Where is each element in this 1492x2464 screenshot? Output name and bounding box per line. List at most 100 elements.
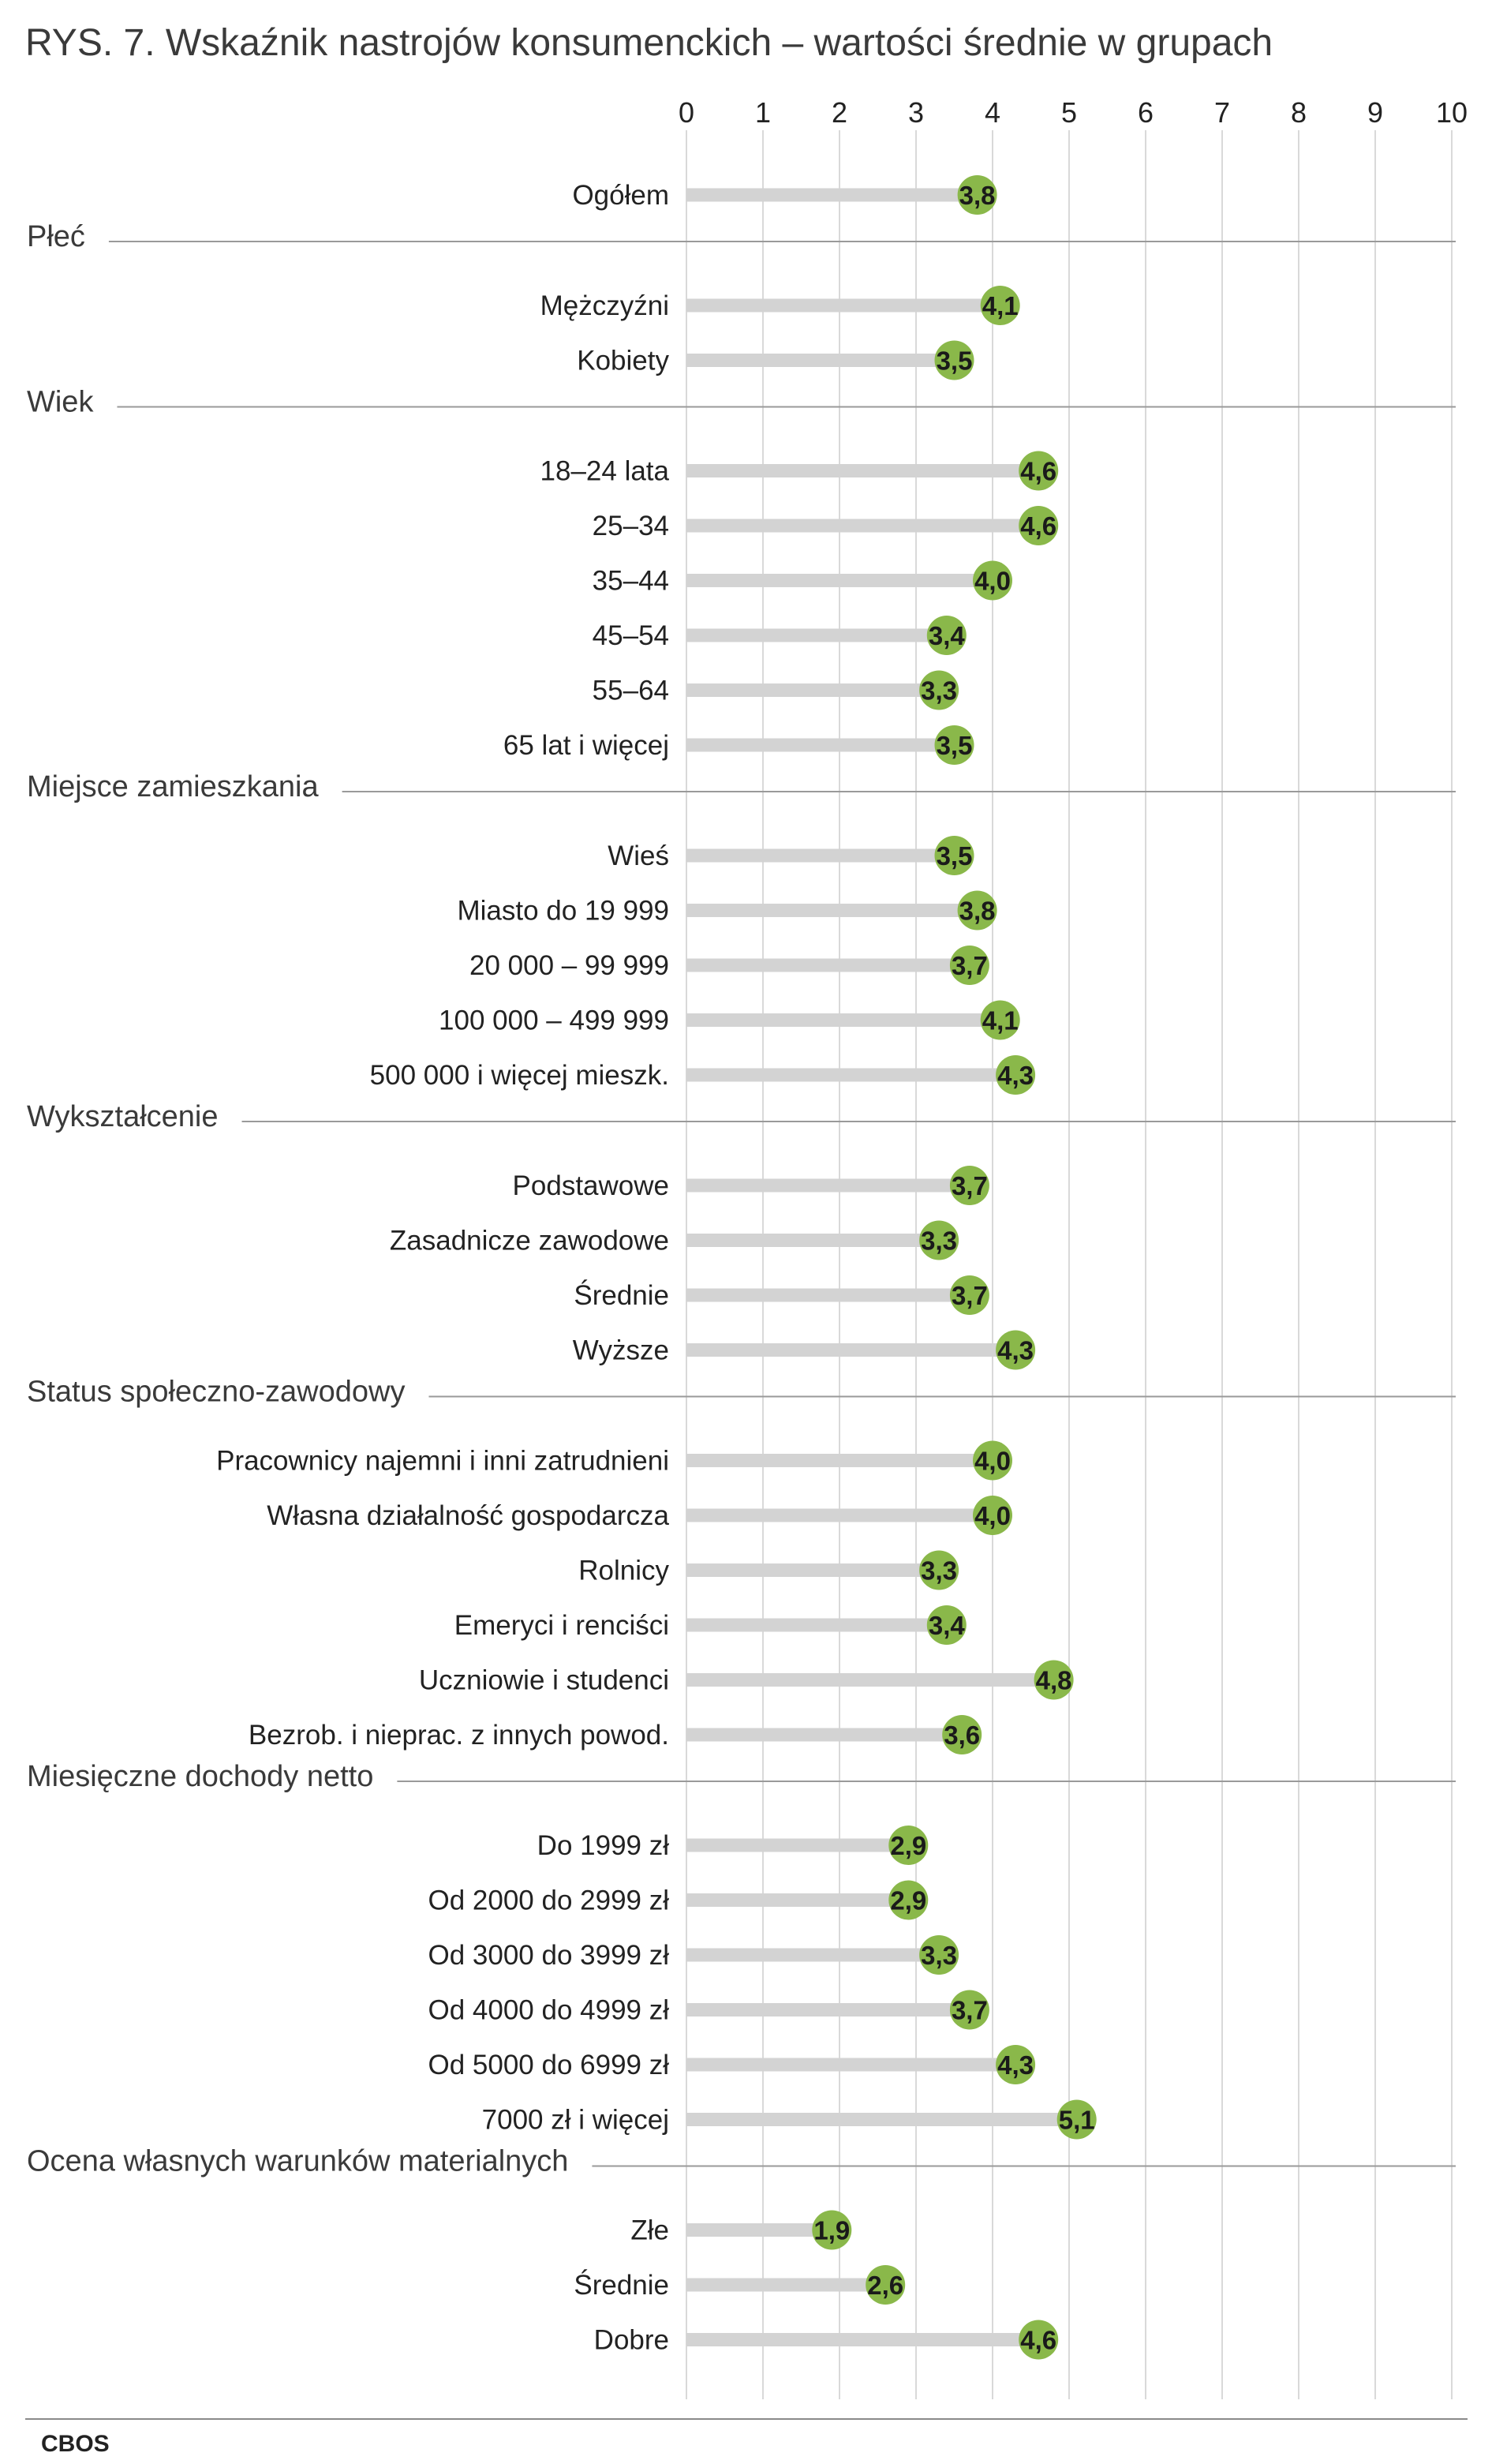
value-marker	[973, 560, 1012, 601]
data-row: 20 000 – 99 999 3,7	[469, 946, 989, 985]
value-marker	[888, 1826, 929, 1865]
group-label: Wykształcenie	[27, 1100, 219, 1133]
row-label: 20 000 – 99 999	[469, 950, 669, 981]
data-label: 4,1	[982, 291, 1019, 320]
value-marker	[949, 1990, 989, 2030]
bar-track	[686, 2058, 1016, 2072]
row-label: Średnie	[574, 1279, 669, 1311]
source-label: CBOS	[41, 2431, 110, 2457]
value-marker	[980, 286, 1020, 325]
value-marker	[957, 890, 997, 931]
value-marker	[1019, 506, 1059, 545]
data-row: 7000 zł i więcej 5,1	[482, 2099, 1097, 2140]
data-row: Wyższe 4,3	[573, 1330, 1036, 1370]
row-label: Podstawowe	[513, 1170, 669, 1201]
data-label: 3,8	[959, 897, 996, 926]
value-marker	[949, 946, 989, 985]
bar-track	[686, 1454, 993, 1467]
x-tick-label: 6	[1138, 96, 1154, 129]
group-label: Ocena własnych warunków materialnych	[27, 2145, 568, 2178]
x-tick-label: 9	[1367, 96, 1383, 129]
row-label: Pracownicy najemni i inni zatrudnieni	[216, 1446, 669, 1477]
bar-track	[686, 1948, 940, 1962]
x-tick-label: 3	[908, 96, 924, 129]
group-label: Status społeczno-zawodowy	[27, 1376, 405, 1409]
value-marker	[919, 1935, 959, 1975]
value-marker	[1019, 2320, 1059, 2360]
row-label: 25–34	[593, 511, 669, 541]
row-label: 65 lat i więcej	[503, 730, 669, 761]
bar-track	[686, 738, 955, 752]
value-marker	[973, 1440, 1012, 1481]
bar-track	[686, 628, 947, 642]
data-label: 4,1	[982, 1006, 1019, 1035]
row-label: 18–24 lata	[540, 456, 670, 487]
bar-track	[686, 2278, 886, 2292]
data-label: 3,3	[921, 676, 957, 706]
data-row: Podstawowe 3,7	[513, 1166, 989, 1205]
data-row: Rolnicy 3,3	[578, 1550, 959, 1590]
data-label: 3,5	[937, 731, 973, 760]
x-tick-label: 1	[755, 96, 771, 129]
bar-track	[686, 1178, 970, 1193]
bar-track	[686, 1838, 909, 1852]
bar-track	[686, 1288, 970, 1302]
data-label: 3,7	[952, 951, 988, 980]
row-label: Ogółem	[572, 180, 669, 211]
data-row: Od 5000 do 6999 zł 4,3	[428, 2045, 1036, 2084]
bar-track	[686, 1013, 1000, 1027]
data-row: 35–44 4,0	[593, 560, 1012, 601]
data-label: 4,0	[974, 1501, 1011, 1530]
row-label: 100 000 – 499 999	[439, 1005, 669, 1036]
value-marker	[1056, 2099, 1097, 2140]
data-row: Od 3000 do 3999 zł 3,3	[428, 1935, 959, 1975]
data-row: Dobre 4,6	[594, 2320, 1059, 2360]
row-label: Od 3000 do 3999 zł	[428, 1940, 669, 1971]
value-marker	[996, 1330, 1036, 1370]
value-marker	[926, 1605, 967, 1645]
group-label: Wiek	[27, 386, 94, 419]
bar-track	[686, 1508, 993, 1522]
row-label: 7000 zł i więcej	[482, 2105, 669, 2136]
bar-track	[686, 904, 978, 917]
data-row: Bezrob. i nieprac. z innych powod. 3,6	[249, 1715, 982, 1754]
value-marker	[973, 1496, 1012, 1535]
chart-rows: Ogółem 3,8 Płeć Mężczyźni 4,1 Kobiety 3,5 Wiek 1…	[27, 175, 1456, 2360]
row-label: Mężczyźni	[540, 290, 669, 321]
bar-track	[686, 1728, 963, 1742]
row-label: Złe	[630, 2215, 669, 2246]
row-label: Zasadnicze zawodowe	[390, 1226, 669, 1256]
data-row: Średnie 2,6	[574, 2265, 906, 2305]
data-label: 4,8	[1036, 1666, 1072, 1695]
bar-track	[686, 2113, 1077, 2126]
row-label: Od 5000 do 6999 zł	[428, 2050, 669, 2080]
data-label: 2,6	[867, 2271, 903, 2300]
row-label: Średnie	[574, 2269, 669, 2301]
bar-track	[686, 1343, 1016, 1357]
bar-track	[686, 1068, 1016, 1082]
value-marker	[942, 1715, 982, 1754]
data-label: 3,5	[937, 346, 973, 376]
row-label: Do 1999 zł	[537, 1830, 670, 1861]
data-label: 4,6	[1020, 457, 1056, 486]
data-label: 4,6	[1020, 511, 1056, 541]
data-row: 100 000 – 499 999 4,1	[439, 1000, 1020, 1040]
data-row: Do 1999 zł 2,9	[537, 1826, 929, 1865]
group-label: Płeć	[27, 220, 85, 253]
data-row: Ogółem 3,8	[572, 175, 997, 215]
data-row: Wieś 3,5	[608, 836, 974, 875]
chart-title: RYS. 7. Wskaźnik nastrojów konsumenckich…	[25, 22, 1273, 64]
data-row: 25–34 4,6	[593, 506, 1059, 545]
data-row: Uczniowie i studenci 4,8	[419, 1660, 1074, 1700]
value-marker	[996, 1055, 1036, 1095]
value-marker	[934, 340, 974, 380]
x-tick-label: 2	[832, 96, 847, 129]
bar-track	[686, 1618, 947, 1632]
row-label: Miasto do 19 999	[457, 896, 669, 927]
data-row: Mężczyźni 4,1	[540, 286, 1020, 325]
bar-track	[686, 188, 978, 202]
row-label: Uczniowie i studenci	[419, 1665, 669, 1696]
row-label: Od 2000 do 2999 zł	[428, 1885, 669, 1916]
data-row: Kobiety 3,5	[577, 340, 974, 380]
